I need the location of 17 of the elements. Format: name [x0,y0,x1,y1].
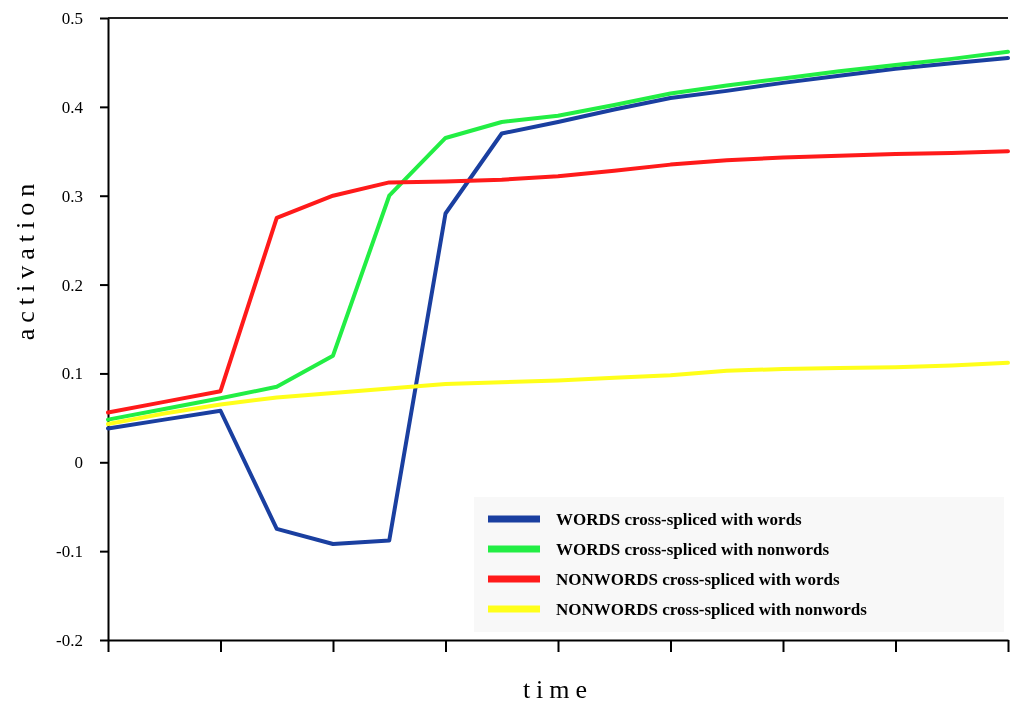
legend-label: NONWORDS cross-spliced with words [556,570,840,589]
y-tick-label: 0 [74,453,83,473]
line-series [106,360,1010,427]
line-series [106,49,1010,422]
legend-label: WORDS cross-spliced with nonwords [556,540,830,559]
y-tick-label: 0.5 [61,8,83,28]
x-axis-title: time [522,675,594,703]
line-series [106,149,1010,415]
y-tick-label: 0.2 [61,275,83,295]
y-tick-label: 0.4 [61,97,84,117]
y-tick-label: -0.2 [56,630,83,650]
y-tick-label: 0.1 [61,364,83,384]
y-tick-label: 0.3 [61,186,83,206]
y-axis-title: activation [11,177,40,341]
legend-label: NONWORDS cross-spliced with nonwords [556,600,868,619]
legend-label: WORDS cross-spliced with words [556,510,803,529]
y-tick-label: -0.1 [56,542,83,562]
